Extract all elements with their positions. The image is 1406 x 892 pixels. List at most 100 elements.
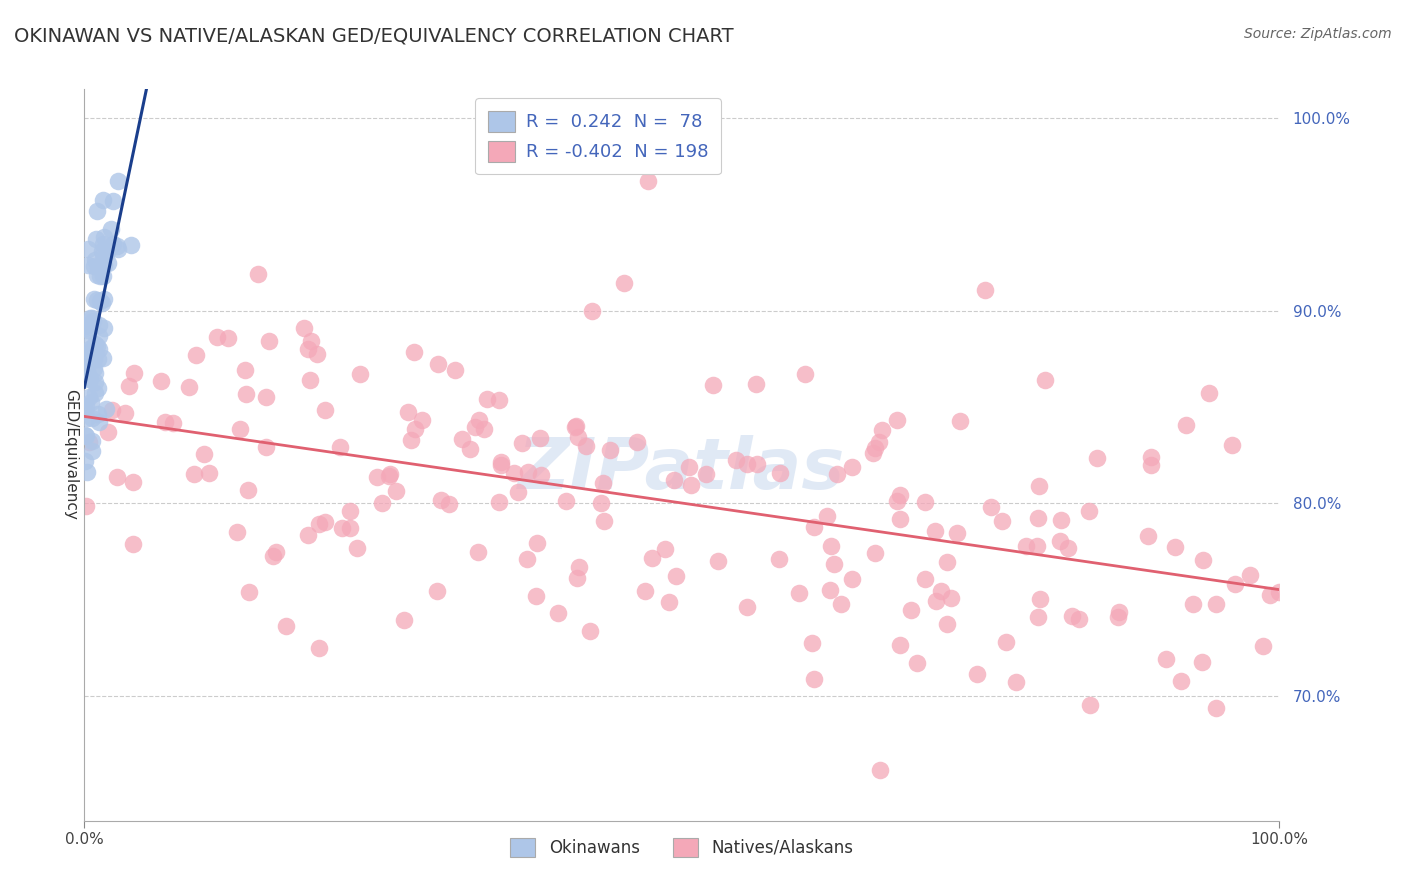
Point xyxy=(924,524,946,538)
Point xyxy=(77,390,100,404)
Point xyxy=(787,585,810,599)
Point xyxy=(794,367,817,381)
Point xyxy=(77,258,100,272)
Point xyxy=(330,521,353,535)
Point xyxy=(91,237,114,252)
Point xyxy=(257,334,280,348)
Point xyxy=(949,414,972,428)
Point xyxy=(297,343,319,357)
Point xyxy=(529,467,551,482)
Point xyxy=(86,293,108,307)
Point xyxy=(863,442,886,456)
Point xyxy=(427,357,450,371)
Point xyxy=(889,638,911,652)
Point xyxy=(702,378,724,392)
Point xyxy=(581,304,603,318)
Point xyxy=(830,597,852,611)
Point xyxy=(1205,597,1227,611)
Point xyxy=(93,321,115,335)
Point xyxy=(83,293,105,307)
Point xyxy=(107,174,129,188)
Point xyxy=(84,385,107,400)
Point xyxy=(75,399,97,413)
Point xyxy=(87,328,110,343)
Point xyxy=(100,222,122,236)
Point xyxy=(662,473,685,487)
Point xyxy=(266,545,288,559)
Point xyxy=(1251,639,1274,653)
Point xyxy=(1029,591,1052,606)
Point xyxy=(314,403,336,417)
Point xyxy=(404,422,426,436)
Point xyxy=(1164,540,1187,554)
Point xyxy=(547,607,569,621)
Point xyxy=(87,352,110,367)
Point xyxy=(886,413,908,427)
Point xyxy=(254,440,277,454)
Point xyxy=(555,494,578,508)
Point xyxy=(93,229,115,244)
Point xyxy=(1205,701,1227,715)
Point xyxy=(1015,539,1038,553)
Point xyxy=(217,331,239,345)
Point xyxy=(73,321,96,335)
Point xyxy=(87,343,110,357)
Point xyxy=(246,267,269,281)
Point xyxy=(229,422,252,436)
Point xyxy=(314,516,336,530)
Point xyxy=(1026,539,1049,553)
Point xyxy=(1182,597,1205,611)
Point xyxy=(637,174,659,188)
Point xyxy=(735,600,758,615)
Point xyxy=(995,635,1018,649)
Point xyxy=(935,617,957,632)
Point xyxy=(77,323,100,337)
Point xyxy=(973,283,995,297)
Point xyxy=(823,557,845,571)
Point xyxy=(925,594,948,608)
Point xyxy=(89,269,111,284)
Point xyxy=(299,334,322,349)
Point xyxy=(183,467,205,482)
Point xyxy=(464,420,486,434)
Point xyxy=(458,442,481,457)
Point xyxy=(768,551,790,566)
Point xyxy=(346,541,368,555)
Point xyxy=(1050,513,1073,527)
Point xyxy=(89,293,111,308)
Point xyxy=(86,268,108,282)
Text: ZIPatlas: ZIPatlas xyxy=(519,435,845,504)
Point xyxy=(665,569,688,583)
Point xyxy=(238,584,260,599)
Point xyxy=(575,439,598,453)
Point xyxy=(162,417,184,431)
Point xyxy=(907,656,929,670)
Point xyxy=(568,560,591,574)
Point xyxy=(149,374,172,388)
Point xyxy=(77,371,100,385)
Point xyxy=(1258,588,1281,602)
Point xyxy=(889,512,911,526)
Point xyxy=(235,363,257,377)
Point xyxy=(941,591,963,605)
Point xyxy=(1069,611,1091,625)
Point xyxy=(827,467,849,482)
Point xyxy=(1136,529,1159,543)
Point xyxy=(472,421,495,435)
Point xyxy=(1033,373,1056,387)
Point xyxy=(75,403,97,417)
Point xyxy=(73,354,96,368)
Point xyxy=(1107,609,1129,624)
Point xyxy=(82,311,104,326)
Point xyxy=(73,454,96,468)
Point xyxy=(396,405,419,419)
Point xyxy=(205,330,228,344)
Point xyxy=(886,494,908,508)
Point xyxy=(101,194,124,208)
Point xyxy=(96,401,118,416)
Point xyxy=(468,413,491,427)
Point xyxy=(1174,417,1197,432)
Point xyxy=(491,458,513,472)
Point xyxy=(254,390,277,404)
Point xyxy=(177,380,200,394)
